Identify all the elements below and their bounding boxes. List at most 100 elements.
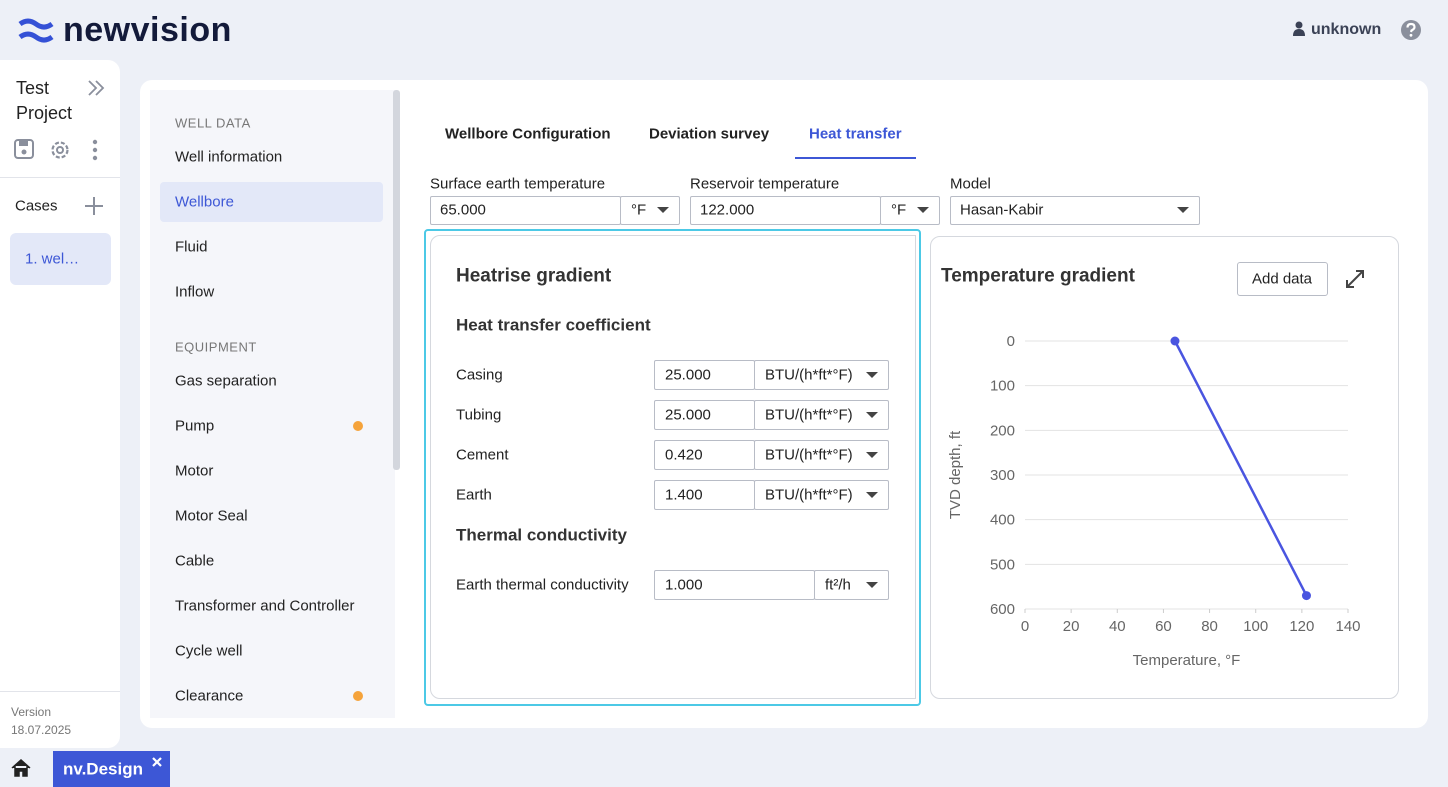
unit-caret[interactable] bbox=[917, 207, 929, 213]
nav-item[interactable]: Well information bbox=[175, 148, 283, 166]
close-tab[interactable] bbox=[152, 757, 162, 767]
row-unit[interactable]: BTU/(h*ft*°F) bbox=[765, 366, 853, 384]
row-label: Cement bbox=[456, 446, 509, 464]
nav-item[interactable]: Motor bbox=[175, 462, 214, 480]
nav-item[interactable]: Pump bbox=[175, 417, 215, 435]
row-unit[interactable]: BTU/(h*ft*°F) bbox=[765, 406, 853, 424]
add-case[interactable] bbox=[84, 196, 104, 216]
nav-item[interactable]: Transformer and Controller bbox=[175, 597, 355, 615]
nav-item[interactable]: Gas separation bbox=[175, 372, 277, 390]
row-value[interactable]: 25.000 bbox=[665, 406, 711, 424]
field-input[interactable] bbox=[690, 196, 881, 225]
y-tick-label: 300 bbox=[990, 467, 1015, 484]
tab[interactable]: Heat transfer bbox=[809, 125, 902, 143]
model-select[interactable] bbox=[950, 196, 1200, 225]
row-label: Earth bbox=[456, 486, 492, 504]
unit-caret[interactable] bbox=[866, 452, 878, 458]
row-value[interactable]: 25.000 bbox=[665, 366, 711, 384]
project-actions[interactable] bbox=[13, 138, 108, 162]
app-tab-label[interactable]: nv.Design bbox=[63, 759, 143, 779]
value-input[interactable] bbox=[654, 570, 815, 600]
nav-item[interactable]: Fluid bbox=[175, 238, 208, 256]
nav-item[interactable]: Wellbore bbox=[175, 193, 234, 211]
x-tick-label: 80 bbox=[1201, 618, 1218, 635]
nav-item[interactable]: Motor Seal bbox=[175, 507, 248, 525]
project-panel bbox=[0, 60, 120, 748]
chart-panel bbox=[930, 236, 1399, 699]
field-value[interactable]: 122.000 bbox=[700, 201, 755, 219]
case-card[interactable] bbox=[10, 233, 111, 285]
x-tick-label: 0 bbox=[1021, 618, 1029, 635]
y-tick-label: 0 bbox=[1007, 333, 1015, 350]
tab[interactable]: Wellbore Configuration bbox=[445, 125, 611, 143]
tab[interactable]: Deviation survey bbox=[649, 125, 770, 143]
cases-label: Cases bbox=[15, 197, 58, 215]
unit-caret[interactable] bbox=[866, 412, 878, 418]
section-title: Heat transfer coefficient bbox=[456, 315, 651, 335]
row-unit[interactable]: BTU/(h*ft*°F) bbox=[765, 486, 853, 504]
nav-section-title: EQUIPMENT bbox=[175, 339, 257, 355]
add-data-button[interactable] bbox=[1237, 262, 1328, 296]
unit-caret[interactable] bbox=[866, 492, 878, 498]
focus-outline bbox=[424, 229, 921, 706]
row-label: Earth thermal conductivity bbox=[456, 576, 629, 594]
divider bbox=[0, 177, 120, 178]
app-tab[interactable] bbox=[53, 751, 170, 787]
y-axis-label: TVD depth, ft bbox=[947, 430, 964, 519]
nav-item[interactable]: Clearance bbox=[175, 687, 244, 705]
nav-item[interactable]: Cable bbox=[175, 552, 215, 570]
expand-icon[interactable] bbox=[86, 79, 106, 97]
series-line bbox=[1173, 340, 1308, 597]
row-unit[interactable]: ft²/h bbox=[825, 576, 851, 594]
row-label: Casing bbox=[456, 366, 503, 384]
x-tick-label: 100 bbox=[1243, 618, 1268, 635]
field-label: Surface earth temperature bbox=[430, 175, 606, 193]
value-input[interactable] bbox=[654, 440, 755, 470]
field-value[interactable]: 65.000 bbox=[440, 201, 486, 219]
model-value[interactable]: Hasan-Kabir bbox=[960, 201, 1044, 219]
row-unit[interactable]: BTU/(h*ft*°F) bbox=[765, 446, 853, 464]
home-icon[interactable] bbox=[11, 759, 31, 777]
chart: 0 100 200 300 400 500 600 0 20 40 60 80 100 120 140 Tem… bbox=[947, 333, 1361, 669]
unit-caret[interactable] bbox=[866, 582, 878, 588]
point bbox=[1301, 591, 1311, 601]
y-tick-label: 100 bbox=[990, 378, 1015, 395]
value-input[interactable] bbox=[654, 360, 755, 390]
x-tick-label: 40 bbox=[1109, 618, 1126, 635]
warning-dot bbox=[353, 421, 363, 431]
warning-dot bbox=[353, 691, 363, 701]
row-value[interactable]: 1.400 bbox=[665, 486, 703, 504]
value-input[interactable] bbox=[654, 400, 755, 430]
x-tick-label: 60 bbox=[1155, 618, 1172, 635]
row-value[interactable]: 1.000 bbox=[665, 576, 703, 594]
model-caret[interactable] bbox=[1177, 207, 1189, 213]
value-input[interactable] bbox=[654, 480, 755, 510]
unit-caret[interactable] bbox=[657, 207, 669, 213]
y-tick-label: 200 bbox=[990, 422, 1015, 439]
row-label: Tubing bbox=[456, 406, 502, 424]
row-value[interactable]: 0.420 bbox=[665, 446, 703, 464]
field-label: Model bbox=[950, 175, 991, 193]
unit-select[interactable] bbox=[880, 196, 940, 225]
add-data-label[interactable]: Add data bbox=[1251, 270, 1313, 288]
nav-item[interactable]: Cycle well bbox=[175, 642, 243, 660]
logo-text: newvision bbox=[63, 11, 232, 49]
nav-item[interactable]: Inflow bbox=[175, 283, 215, 301]
field-input[interactable] bbox=[430, 196, 621, 225]
case-label[interactable]: 1. wel… bbox=[25, 250, 80, 268]
fullscreen-icon[interactable] bbox=[1344, 268, 1366, 290]
project-title: Test Project bbox=[16, 78, 73, 123]
chart-title: Temperature gradient bbox=[941, 265, 1135, 287]
nav-section-title: WELL DATA bbox=[175, 115, 251, 131]
scrollbar[interactable] bbox=[393, 90, 400, 470]
nav-selected-bg[interactable] bbox=[160, 182, 383, 222]
unit-select[interactable] bbox=[620, 196, 680, 225]
field-label: Reservoir temperature bbox=[690, 175, 840, 193]
heat-panel-title: Heatrise gradient bbox=[456, 265, 612, 287]
unit-label[interactable]: °F bbox=[891, 201, 907, 219]
help-icon[interactable] bbox=[1400, 19, 1422, 41]
user-name[interactable]: unknown bbox=[1311, 21, 1382, 38]
unit-label[interactable]: °F bbox=[631, 201, 647, 219]
unit-caret[interactable] bbox=[866, 372, 878, 378]
